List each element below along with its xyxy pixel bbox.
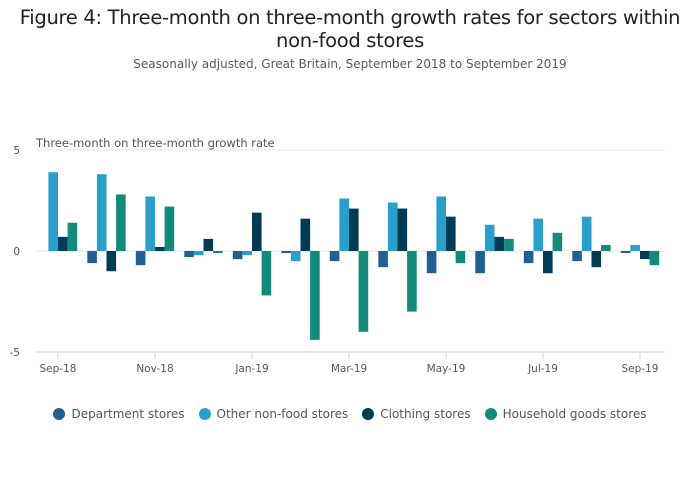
bar-department-stores-mar-19[interactable] [329, 251, 340, 262]
bar-clothing-stores-sep-18[interactable] [58, 236, 68, 251]
bar-household-goods-stores-jan-19[interactable] [261, 251, 272, 296]
bar-clothing-stores-mar-19[interactable] [349, 208, 359, 251]
bar-clothing-stores-aug-19[interactable] [591, 251, 602, 268]
bar-department-stores-feb-19[interactable] [281, 251, 291, 254]
bar-other-non-food-stores-sep-19[interactable] [630, 244, 640, 251]
bar-other-non-food-stores-jan-19[interactable] [242, 251, 252, 256]
bar-household-goods-stores-may-19[interactable] [455, 251, 466, 264]
legend-label: Household goods stores [502, 407, 647, 421]
x-tick-label: Sep-19 [622, 363, 659, 375]
bar-department-stores-jul-19[interactable] [523, 251, 534, 264]
legend-label: Clothing stores [380, 407, 471, 421]
bar-household-goods-stores-sep-18[interactable] [67, 222, 78, 251]
bar-household-goods-stores-jun-19[interactable] [504, 238, 514, 251]
bar-other-non-food-stores-jun-19[interactable] [484, 224, 495, 251]
y-tick-label: 0 [13, 246, 20, 258]
bar-household-goods-stores-dec-18[interactable] [213, 251, 223, 254]
bar-other-non-food-stores-aug-19[interactable] [581, 216, 592, 251]
legend-dot-icon [53, 408, 66, 420]
bar-department-stores-jan-19[interactable] [232, 251, 243, 260]
x-tick-label: Nov-18 [136, 363, 173, 375]
y-tick-label: 5 [13, 145, 20, 157]
bar-other-non-food-stores-apr-19[interactable] [387, 202, 398, 251]
bar-household-goods-stores-aug-19[interactable] [601, 244, 611, 251]
bar-clothing-stores-jun-19[interactable] [494, 236, 505, 251]
bar-other-non-food-stores-sep-18[interactable] [48, 172, 58, 251]
bar-household-goods-stores-nov-18[interactable] [164, 206, 175, 251]
bar-other-non-food-stores-jul-19[interactable] [533, 218, 543, 251]
bar-clothing-stores-feb-19[interactable] [300, 218, 311, 251]
bar-clothing-stores-jul-19[interactable] [543, 251, 553, 274]
bar-clothing-stores-dec-18[interactable] [203, 238, 214, 251]
bar-other-non-food-stores-may-19[interactable] [436, 196, 446, 251]
y-tick-label: -5 [10, 347, 20, 359]
legend-item-clothing-stores[interactable]: Clothing stores [362, 407, 471, 421]
bar-household-goods-stores-feb-19[interactable] [310, 251, 320, 340]
bar-clothing-stores-apr-19[interactable] [397, 208, 408, 251]
legend: Department stores Other non-food stores Cl… [0, 407, 700, 421]
bar-household-goods-stores-sep-19[interactable] [649, 251, 660, 266]
x-tick-label: Sep-18 [40, 363, 77, 375]
bar-department-stores-sep-19[interactable] [620, 251, 631, 254]
bar-household-goods-stores-mar-19[interactable] [358, 251, 369, 332]
bar-other-non-food-stores-nov-18[interactable] [145, 196, 155, 251]
bar-clothing-stores-nov-18[interactable] [155, 246, 165, 251]
bar-department-stores-dec-18[interactable] [184, 251, 194, 258]
bar-other-non-food-stores-feb-19[interactable] [290, 251, 301, 262]
bar-clothing-stores-oct-18[interactable] [106, 251, 117, 272]
legend-item-department-stores[interactable]: Department stores [53, 407, 185, 421]
bar-other-non-food-stores-mar-19[interactable] [339, 198, 349, 251]
bar-department-stores-may-19[interactable] [426, 251, 437, 274]
bar-department-stores-jun-19[interactable] [475, 251, 485, 274]
bar-department-stores-nov-18[interactable] [135, 251, 146, 266]
legend-dot-icon [484, 408, 497, 420]
chart-title: Figure 4: Three-month on three-month gro… [19, 6, 681, 52]
legend-item-other-non-food-stores[interactable]: Other non-food stores [198, 407, 349, 421]
bar-department-stores-aug-19[interactable] [572, 251, 582, 262]
bar-household-goods-stores-oct-18[interactable] [116, 194, 126, 251]
bar-household-goods-stores-jul-19[interactable] [552, 232, 563, 251]
bar-department-stores-oct-18[interactable] [87, 251, 97, 264]
chart-plot: 5 0 -5 Sep-18 Nov-18 Jan-19 Mar-19 May-19 Jul-19… [10, 145, 665, 375]
legend-label: Department stores [71, 407, 185, 421]
x-tick-label: Jul-19 [527, 363, 558, 375]
bar-clothing-stores-jan-19[interactable] [252, 212, 262, 251]
bar-other-non-food-stores-dec-18[interactable] [193, 251, 204, 256]
bar-clothing-stores-may-19[interactable] [446, 216, 456, 251]
legend-dot-icon [198, 408, 211, 420]
legend-item-household-goods-stores[interactable]: Household goods stores [484, 407, 647, 421]
chart-subtitle: Seasonally adjusted, Great Britain, Sept… [133, 57, 567, 71]
y-axis-label: Three-month on three-month growth rate [36, 136, 275, 150]
legend-dot-icon [362, 408, 375, 420]
axes: 5 0 -5 Sep-18 Nov-18 Jan-19 Mar-19 May-19 Jul-19… [10, 145, 665, 375]
x-tick-label: May-19 [427, 363, 466, 375]
bar-other-non-food-stores-oct-18[interactable] [96, 174, 107, 251]
bar-household-goods-stores-apr-19[interactable] [407, 251, 417, 312]
bar-clothing-stores-sep-19[interactable] [640, 251, 650, 260]
x-tick-label: Mar-19 [331, 363, 367, 375]
bar-department-stores-apr-19[interactable] [378, 251, 388, 268]
bars [38, 172, 660, 340]
legend-label: Other non-food stores [216, 407, 349, 421]
x-tick-label: Jan-19 [234, 363, 268, 375]
